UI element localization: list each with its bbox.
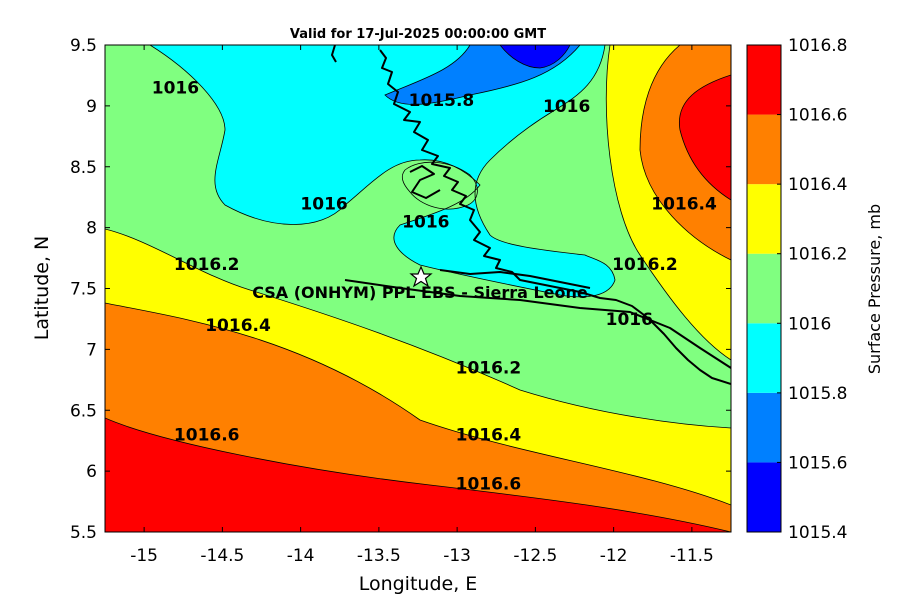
y-tick-label: 8 — [86, 219, 97, 239]
colorbar-swatch — [747, 392, 781, 463]
x-axis-label: Longitude, E — [359, 573, 478, 595]
colorbar-tick-label: 1016.4 — [788, 175, 847, 195]
contour-label: 1016.6 — [456, 474, 522, 494]
contour-line — [499, 45, 571, 69]
y-tick-label: 8.5 — [70, 158, 97, 178]
contour-label: 1015.8 — [409, 91, 475, 111]
contour-label: 1016 — [606, 310, 653, 330]
contour-label: 1016 — [152, 79, 199, 99]
contour-label: 1016.2 — [456, 359, 522, 379]
x-tick-label: -14.5 — [200, 546, 244, 566]
contour-line — [105, 302, 731, 506]
coastline-path — [409, 165, 441, 199]
y-tick-label: 5.5 — [70, 523, 97, 543]
colorbar-tick-label: 1015.8 — [788, 384, 847, 404]
colorbar-tick-label: 1016.6 — [788, 106, 847, 126]
colorbar: 1015.4 1015.6 1015.8 1016 1016.2 1016.4 1016.6… — [746, 36, 847, 543]
colorbar-swatch — [747, 253, 781, 324]
colorbar-tick-label: 1015.4 — [788, 523, 847, 543]
contour-label: 1016.4 — [456, 426, 522, 446]
y-axis: 5.5 6 6.5 7 7.5 8 8.5 9 9.5 — [70, 36, 731, 543]
colorbar-swatch — [747, 323, 781, 393]
contour-label: 1016.4 — [205, 316, 271, 336]
y-tick-label: 9 — [86, 97, 97, 117]
colorbar-tick-label: 1016 — [788, 314, 831, 334]
region-1016-peninsula — [402, 162, 478, 210]
colorbar-swatch — [747, 184, 781, 254]
x-tick-label: -14 — [287, 546, 315, 566]
contour-label: 1016.6 — [174, 426, 240, 446]
contour-line — [401, 161, 478, 210]
contour-line — [605, 45, 731, 361]
y-tick-label: 6 — [86, 462, 97, 482]
region-1016-4-south — [105, 303, 731, 532]
region-1015-4 — [500, 45, 570, 68]
x-tick-label: -11.5 — [670, 546, 714, 566]
site-label: CSA (ONHYM) PPL EBS - Sierra Leone — [252, 283, 588, 302]
contour-labels: 1016 1015.8 1016 1016 1016 1016.4 1016.2 1016.2… — [152, 79, 717, 495]
y-tick-label: 7 — [86, 340, 97, 360]
x-tick-label: -13 — [443, 546, 471, 566]
x-tick-label: -13.5 — [357, 546, 401, 566]
contour-label: 1016 — [300, 194, 347, 214]
contour-line — [639, 45, 731, 261]
contour-line — [678, 74, 731, 201]
site-star-marker[interactable] — [409, 265, 433, 288]
contour-label: 1016.2 — [612, 255, 678, 275]
colorbar-swatch — [747, 114, 781, 185]
region-1016-6-east — [679, 75, 731, 200]
contour-line — [105, 228, 731, 429]
y-tick-label: 9.5 — [70, 36, 97, 56]
contour-label: 1016.4 — [651, 194, 717, 214]
coastline-path — [331, 45, 731, 385]
coastline-path — [439, 269, 591, 289]
contour-line — [149, 45, 616, 298]
region-1015-8 — [150, 45, 615, 297]
colorbar-label: Surface Pressure, mb — [865, 204, 884, 374]
x-tick-label: -15 — [130, 546, 158, 566]
contour-lines — [105, 45, 731, 532]
x-axis: -15 -14.5 -14 -13.5 -13 -12.5 -12 -11.5 — [130, 45, 714, 566]
y-axis-label: Latitude, N — [31, 236, 53, 341]
x-tick-label: -12 — [600, 546, 628, 566]
contour-line — [105, 417, 731, 532]
colorbar-tick-label: 1016.2 — [788, 245, 847, 265]
contour-label: 1016 — [402, 213, 449, 233]
coastline-path — [344, 279, 731, 369]
colorbar-swatch — [747, 45, 781, 115]
map-title: Valid for 17-Jul-2025 00:00:00 GMT — [290, 27, 546, 42]
y-tick-label: 6.5 — [70, 401, 97, 421]
x-tick-label: -12.5 — [513, 546, 557, 566]
contour-label: 1016.2 — [174, 255, 240, 275]
coastline — [331, 45, 731, 385]
contour-line — [384, 45, 581, 105]
colorbar-tick-label: 1016.8 — [788, 36, 847, 56]
colorbar-tick-label: 1015.6 — [788, 453, 847, 473]
colorbar-frame — [746, 44, 782, 533]
contour-label: 1016 — [543, 97, 590, 117]
y-tick-label: 7.5 — [70, 280, 97, 300]
region-1016-2-south — [105, 229, 731, 505]
colorbar-swatch — [747, 462, 781, 532]
